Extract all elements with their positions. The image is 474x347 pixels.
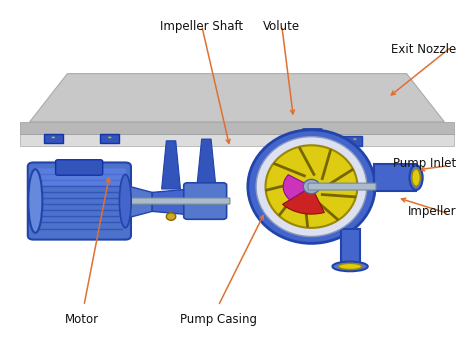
Text: Volute: Volute [263,20,301,33]
Ellipse shape [338,263,362,270]
Polygon shape [341,229,359,266]
Wedge shape [283,175,311,200]
FancyBboxPatch shape [184,183,227,219]
FancyBboxPatch shape [35,168,126,186]
Text: Exit Nozzle: Exit Nozzle [391,43,456,56]
Polygon shape [298,129,327,150]
Ellipse shape [28,169,42,233]
FancyBboxPatch shape [28,162,131,239]
Ellipse shape [51,136,55,138]
Ellipse shape [256,137,367,237]
Polygon shape [197,139,216,186]
Ellipse shape [332,262,368,271]
FancyBboxPatch shape [44,134,63,143]
Wedge shape [283,187,324,214]
Polygon shape [32,197,128,201]
Polygon shape [162,141,181,189]
FancyBboxPatch shape [100,134,119,143]
Ellipse shape [166,213,176,220]
Text: Impeller: Impeller [408,205,456,218]
FancyBboxPatch shape [55,160,103,175]
Ellipse shape [283,138,287,140]
Text: Pump Inlet: Pump Inlet [393,157,456,170]
Ellipse shape [412,169,420,186]
Polygon shape [374,164,416,192]
Text: Impeller Shaft: Impeller Shaft [160,20,243,33]
Polygon shape [30,74,444,122]
Ellipse shape [265,145,357,228]
Ellipse shape [108,136,112,138]
Ellipse shape [296,138,300,140]
Ellipse shape [353,138,357,140]
Text: Motor: Motor [65,313,99,326]
Polygon shape [126,186,152,218]
Ellipse shape [303,179,319,194]
FancyBboxPatch shape [308,183,376,190]
Ellipse shape [340,138,344,140]
Polygon shape [152,189,190,215]
Ellipse shape [410,165,423,190]
FancyBboxPatch shape [279,136,305,146]
FancyBboxPatch shape [336,136,362,146]
Polygon shape [20,122,454,134]
Ellipse shape [119,174,131,228]
Ellipse shape [248,130,375,243]
Polygon shape [20,134,454,146]
FancyBboxPatch shape [124,198,230,204]
Text: Pump Casing: Pump Casing [180,313,256,326]
